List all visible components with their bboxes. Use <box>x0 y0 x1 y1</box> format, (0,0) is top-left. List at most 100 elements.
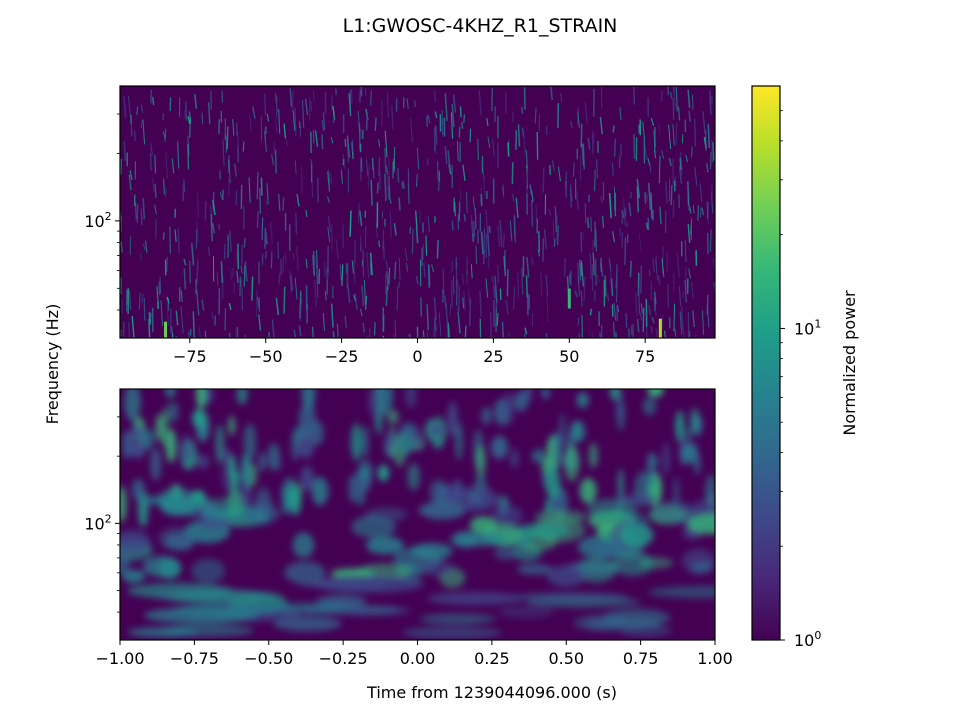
power-streak <box>688 268 692 279</box>
power-blob <box>179 434 194 464</box>
power-streak <box>596 274 601 283</box>
power-streak <box>673 87 676 110</box>
power-streak <box>389 211 392 238</box>
power-blob <box>475 445 486 479</box>
power-streak <box>688 110 691 123</box>
power-blob <box>647 389 664 398</box>
power-streak <box>196 192 199 218</box>
power-streak <box>521 127 525 138</box>
power-streak <box>486 118 489 127</box>
power-streak <box>198 326 202 338</box>
power-streak <box>613 302 617 321</box>
power-streak <box>672 337 675 338</box>
x-tick-label: −1.00 <box>95 649 144 668</box>
power-blob <box>662 442 670 476</box>
power-streak <box>620 143 623 156</box>
power-streak <box>336 323 339 338</box>
power-streak <box>365 295 368 310</box>
power-streak <box>435 125 438 145</box>
power-streak <box>232 119 235 136</box>
power-streak <box>488 225 491 233</box>
power-streak <box>545 275 549 297</box>
power-streak <box>434 125 436 152</box>
power-streak <box>659 206 662 225</box>
power-streak <box>361 285 365 307</box>
x-tick-label: 0 <box>412 347 422 366</box>
power-streak <box>346 284 351 304</box>
power-streak <box>162 232 165 240</box>
power-streak <box>687 89 691 108</box>
power-streak <box>584 101 588 124</box>
power-streak <box>187 144 190 170</box>
power-blob <box>516 522 571 538</box>
power-streak <box>463 114 466 124</box>
power-streak <box>154 183 157 198</box>
top-x-ticks: −75 −50 −25 0 25 50 75 <box>173 338 655 366</box>
power-streak <box>359 210 363 226</box>
power-streak <box>160 300 164 327</box>
x-tick-label: −0.25 <box>319 649 368 668</box>
power-streak <box>166 256 168 273</box>
power-streak <box>180 290 183 303</box>
power-blob <box>228 415 236 436</box>
power-streak <box>292 110 296 131</box>
power-blob <box>164 533 195 551</box>
colorbar-tick-exponent: 0 <box>814 629 821 642</box>
colorbar-tick-base: 10 <box>794 319 814 338</box>
power-streak <box>438 312 442 337</box>
power-streak <box>298 324 302 337</box>
power-streak <box>702 111 706 134</box>
power-streak <box>293 329 297 338</box>
power-streak <box>450 112 454 139</box>
power-streak <box>141 293 144 304</box>
power-streak <box>373 322 376 336</box>
power-streak <box>582 143 585 170</box>
power-streak <box>310 159 313 166</box>
power-blob <box>311 476 329 506</box>
power-streak <box>586 217 590 229</box>
power-blob <box>122 569 146 584</box>
power-streak <box>187 331 190 338</box>
power-streak <box>283 123 287 139</box>
power-streak <box>305 259 308 269</box>
power-blob <box>348 473 357 503</box>
power-blob <box>273 616 342 632</box>
power-streak <box>327 216 332 232</box>
power-streak <box>285 139 289 147</box>
power-blob <box>377 464 390 482</box>
power-streak <box>487 136 491 148</box>
power-blob <box>672 477 680 508</box>
power-streak <box>339 264 342 281</box>
power-streak <box>409 333 412 338</box>
power-streak <box>349 210 352 237</box>
x-tick-label: 75 <box>635 347 655 366</box>
power-streak <box>211 311 214 320</box>
power-streak <box>693 118 697 147</box>
power-streak <box>180 305 184 334</box>
power-streak <box>415 210 418 230</box>
power-streak <box>652 258 655 273</box>
x-tick-label: −0.50 <box>244 649 293 668</box>
power-streak <box>151 97 155 106</box>
power-blob <box>289 487 302 516</box>
power-streak <box>294 107 297 136</box>
power-blob <box>531 449 545 464</box>
colorbar-label: Normalized power <box>840 290 859 436</box>
power-streak <box>513 214 517 243</box>
power-blob <box>236 389 248 405</box>
power-streak <box>128 174 132 191</box>
power-streak <box>251 276 254 301</box>
power-streak <box>547 209 552 216</box>
power-streak <box>594 169 596 192</box>
power-streak <box>312 90 315 102</box>
power-streak <box>384 147 387 173</box>
power-streak <box>645 222 649 230</box>
power-streak <box>455 279 458 306</box>
power-streak <box>433 319 436 338</box>
power-streak <box>332 331 335 338</box>
power-streak <box>259 188 262 214</box>
power-streak <box>406 98 409 110</box>
power-blob <box>150 447 162 481</box>
power-streak <box>665 181 668 204</box>
power-blob <box>429 479 447 505</box>
